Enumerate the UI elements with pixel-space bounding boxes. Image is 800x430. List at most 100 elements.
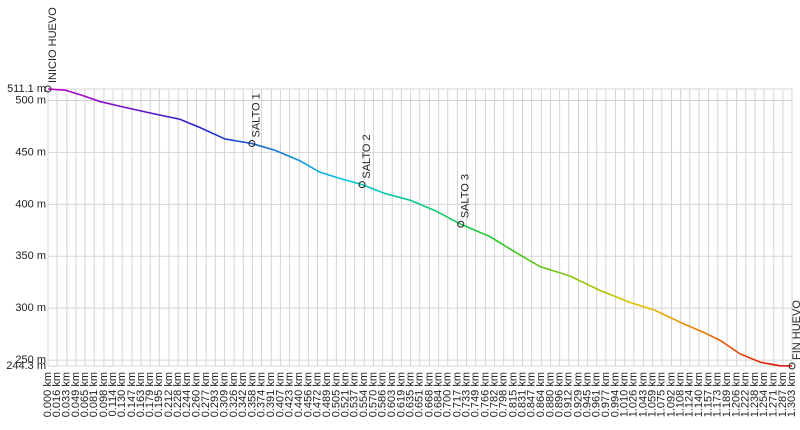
x-tick-label: 0.651 km bbox=[414, 372, 426, 417]
x-tick-label: 0.733 km bbox=[460, 372, 472, 417]
x-tick-label: 0.260 km bbox=[190, 372, 202, 417]
y-tick-label: 400 m bbox=[15, 198, 46, 210]
x-tick-label: 0.456 km bbox=[302, 372, 314, 417]
x-tick-label: 1.271 km bbox=[768, 372, 780, 417]
x-tick-label: 1.059 km bbox=[647, 372, 659, 417]
x-tick-label: 0.505 km bbox=[330, 372, 342, 417]
x-tick-label: 0.766 km bbox=[479, 372, 491, 417]
y-tick-label: 300 m bbox=[15, 302, 46, 314]
x-tick-label: 0.228 km bbox=[172, 372, 184, 417]
x-tick-label: 0.912 km bbox=[563, 372, 575, 417]
x-tick-label: 1.238 km bbox=[749, 372, 761, 417]
x-tick-label: 0.407 km bbox=[274, 372, 286, 417]
x-tick-label: 1.108 km bbox=[675, 372, 687, 417]
x-tick-label: 0.847 km bbox=[526, 372, 538, 417]
waypoint-label: FIN HUEVO bbox=[791, 300, 800, 360]
x-tick-label: 0.358 km bbox=[246, 372, 258, 417]
x-tick-label: 0.293 km bbox=[209, 372, 221, 417]
x-tick-label: 1.157 km bbox=[703, 372, 715, 417]
x-tick-label: 0.489 km bbox=[321, 372, 333, 417]
x-tick-label: 0.586 km bbox=[377, 372, 389, 417]
x-tick-label: 0.603 km bbox=[386, 372, 398, 417]
x-tick-label: 0.000 km bbox=[42, 372, 54, 417]
x-tick-label: 0.570 km bbox=[367, 372, 379, 417]
x-tick-label: 0.815 km bbox=[507, 372, 519, 417]
y-tick-label: 450 m bbox=[15, 146, 46, 158]
y-tick-label: 350 m bbox=[15, 250, 46, 262]
x-tick-label: 1.173 km bbox=[712, 372, 724, 417]
x-tick-label: 1.189 km bbox=[721, 372, 733, 417]
x-tick-label: 0.081 km bbox=[88, 372, 100, 417]
x-tick-label: 0.717 km bbox=[451, 372, 463, 417]
elevation-line bbox=[47, 88, 793, 367]
x-tick-label: 0.749 km bbox=[470, 372, 482, 417]
x-tick-label: 0.114 km bbox=[107, 372, 119, 416]
x-tick-label: 0.472 km bbox=[311, 372, 323, 417]
x-tick-label: 0.798 km bbox=[498, 372, 510, 417]
x-tick-label: 1.254 km bbox=[758, 372, 770, 417]
x-tick-label: 1.287 km bbox=[777, 372, 789, 417]
waypoint-label: INICIO HUEVO bbox=[47, 7, 59, 83]
x-tick-label: 0.342 km bbox=[237, 372, 249, 417]
x-tick-label: 0.277 km bbox=[200, 372, 212, 417]
x-tick-label: 0.326 km bbox=[228, 372, 240, 417]
x-tick-label: 1.124 km bbox=[684, 372, 696, 417]
x-tick-label: 0.684 km bbox=[432, 372, 444, 417]
x-tick-label: 0.195 km bbox=[153, 372, 165, 417]
x-tick-label: 0.033 km bbox=[61, 372, 73, 417]
x-tick-label: 0.961 km bbox=[591, 372, 603, 417]
x-tick-label: 0.929 km bbox=[572, 372, 584, 417]
x-tick-label: 0.619 km bbox=[395, 372, 407, 417]
x-tick-label: 0.147 km bbox=[126, 372, 138, 417]
x-tick-label: 0.880 km bbox=[544, 372, 556, 417]
x-tick-label: 0.163 km bbox=[135, 372, 147, 417]
x-tick-label: 0.130 km bbox=[116, 372, 128, 417]
waypoint bbox=[457, 220, 465, 228]
x-tick-label: 0.065 km bbox=[79, 372, 91, 417]
x-tick-label: 0.098 km bbox=[98, 372, 110, 417]
x-tick-label: 0.391 km bbox=[265, 372, 277, 417]
x-tick-label: 1.206 km bbox=[731, 372, 743, 417]
x-tick-label: 0.994 km bbox=[609, 372, 621, 417]
x-tick-label: 0.554 km bbox=[358, 372, 370, 417]
x-tick-label: 0.212 km bbox=[163, 372, 175, 417]
y-tick-label: 511.1 m bbox=[7, 83, 46, 95]
waypoint bbox=[44, 85, 52, 93]
x-tick-label: 0.896 km bbox=[554, 372, 566, 417]
x-tick-label: 1.075 km bbox=[656, 372, 668, 417]
waypoint-label: SALTO 1 bbox=[251, 93, 263, 137]
x-tick-label: 0.700 km bbox=[442, 372, 454, 417]
x-tick-label: 1.303 km bbox=[786, 372, 798, 417]
y-tick-label: 500 m bbox=[15, 94, 46, 106]
x-tick-label: 0.374 km bbox=[255, 372, 267, 417]
waypoint bbox=[358, 181, 366, 189]
x-tick-label: 0.864 km bbox=[535, 372, 547, 417]
waypoint-label: SALTO 2 bbox=[361, 134, 373, 178]
x-tick-label: 0.537 km bbox=[349, 372, 361, 417]
x-tick-label: 1.026 km bbox=[628, 372, 640, 417]
x-tick-label: 1.043 km bbox=[637, 372, 649, 417]
y-tick-label: 244.3 m bbox=[6, 360, 46, 372]
waypoint bbox=[788, 362, 796, 370]
x-tick-label: 0.049 km bbox=[70, 372, 82, 417]
x-tick-label: 0.521 km bbox=[339, 372, 351, 417]
x-tick-label: 0.016 km bbox=[51, 372, 63, 417]
waypoint-label: SALTO 3 bbox=[460, 174, 472, 218]
x-tick-label: 1.222 km bbox=[740, 372, 752, 417]
x-tick-label: 0.309 km bbox=[218, 372, 230, 417]
x-tick-label: 0.244 km bbox=[181, 372, 193, 417]
x-tick-label: 0.423 km bbox=[283, 372, 295, 417]
x-tick-label: 1.092 km bbox=[665, 372, 677, 417]
x-tick-label: 0.945 km bbox=[581, 372, 593, 417]
x-tick-label: 0.668 km bbox=[423, 372, 435, 417]
x-tick-label: 1.140 km bbox=[693, 372, 705, 417]
x-tick-label: 0.977 km bbox=[600, 372, 612, 417]
x-tick-label: 0.440 km bbox=[293, 372, 305, 417]
x-tick-label: 0.635 km bbox=[404, 372, 416, 417]
y-tick-label: 250 m bbox=[15, 354, 46, 366]
x-tick-label: 0.831 km bbox=[516, 372, 528, 417]
x-tick-label: 0.782 km bbox=[488, 372, 500, 417]
waypoint bbox=[248, 140, 256, 148]
x-tick-label: 0.179 km bbox=[144, 372, 156, 417]
